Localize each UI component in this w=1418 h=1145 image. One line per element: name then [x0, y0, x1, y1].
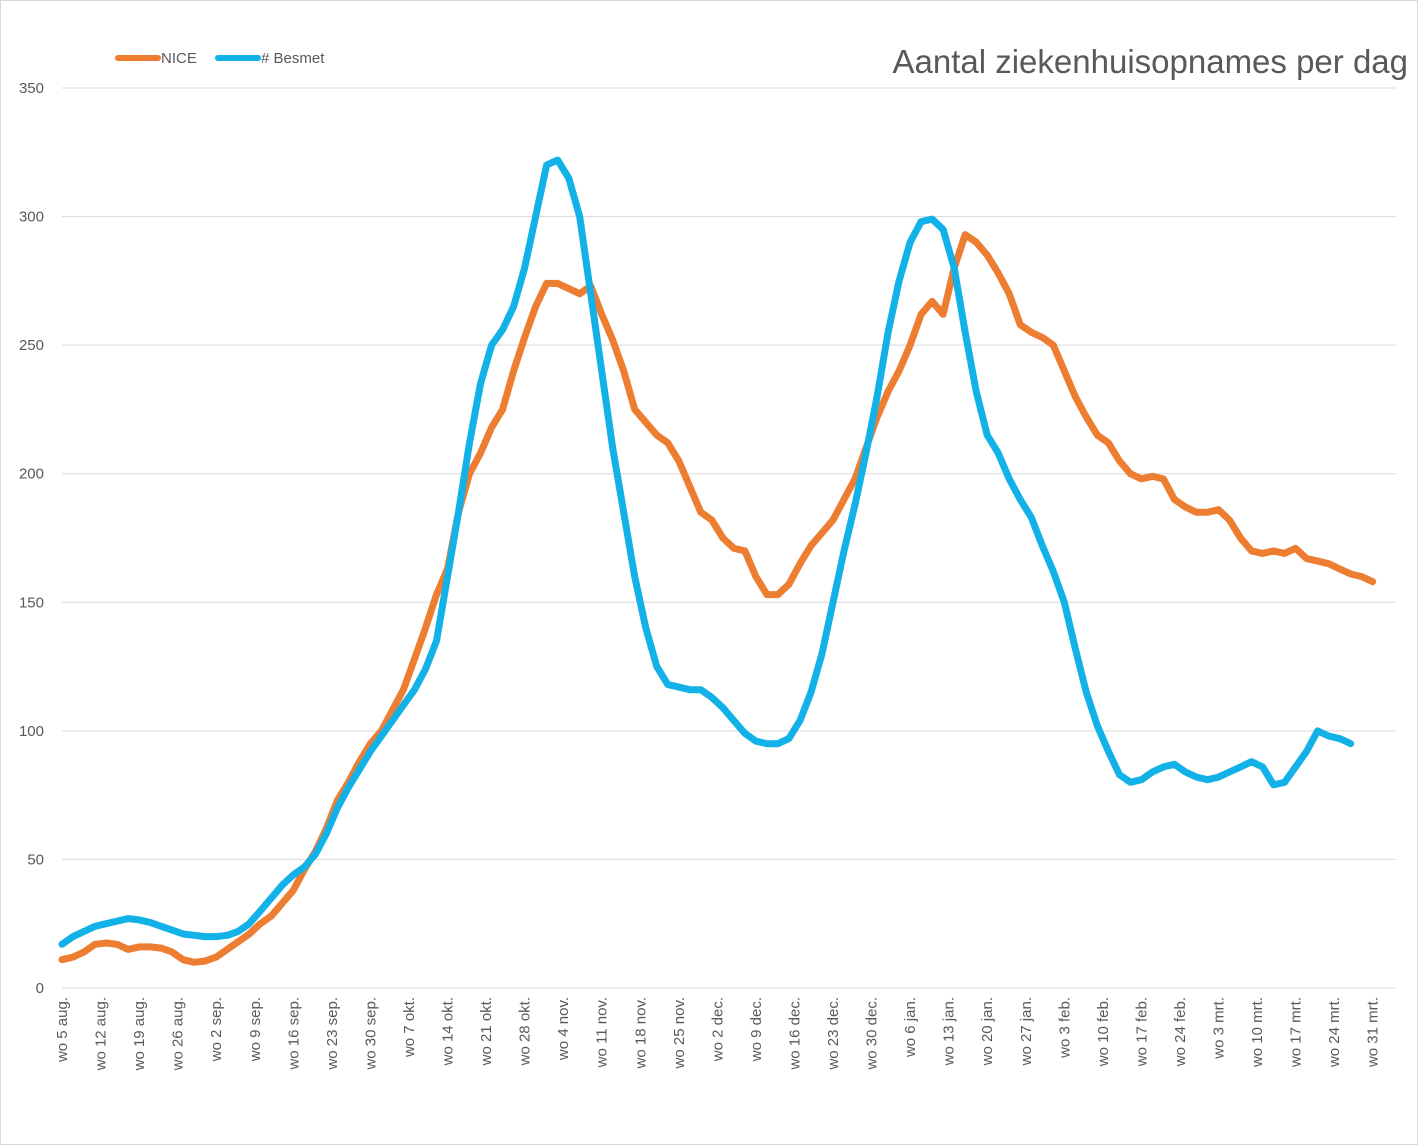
series-line-nice — [58, 231, 1377, 966]
y-tick-label: 350 — [19, 80, 44, 97]
gridlines — [62, 87, 1396, 989]
x-tick-label: wo 30 dec. — [864, 997, 881, 1071]
x-tick-label: wo 23 sep. — [324, 997, 341, 1071]
x-tick-label: wo 24 feb. — [1172, 997, 1189, 1067]
x-tick-label: wo 19 aug. — [131, 997, 148, 1071]
y-axis-ticks: 0 50 100 150 200 250 300 350 — [19, 80, 44, 997]
x-tick-label: wo 3 mrt. — [1211, 997, 1228, 1060]
y-tick-label: 250 — [19, 337, 44, 354]
series-line-besmet — [58, 156, 1355, 948]
x-tick-label: wo 24 mrt. — [1326, 997, 1343, 1068]
x-tick-label: wo 16 dec. — [786, 997, 803, 1071]
x-tick-label: wo 7 okt. — [401, 997, 418, 1058]
x-tick-label: wo 17 feb. — [1133, 997, 1150, 1067]
x-tick-label: wo 18 nov. — [632, 997, 649, 1069]
x-tick-label: wo 17 mrt. — [1288, 997, 1305, 1068]
x-tick-label: wo 2 sep. — [208, 997, 225, 1062]
series-lines — [58, 156, 1377, 966]
x-tick-label: wo 27 jan. — [1018, 997, 1035, 1066]
x-tick-label: wo 5 aug. — [54, 997, 71, 1063]
x-tick-label: wo 26 aug. — [170, 997, 187, 1071]
chart-title: Aantal ziekenhuisopnames per dag — [892, 43, 1408, 80]
x-tick-label: wo 12 aug. — [93, 997, 110, 1071]
x-tick-label: wo 10 mrt. — [1249, 997, 1266, 1068]
x-tick-label: wo 2 dec. — [709, 997, 726, 1062]
y-tick-label: 50 — [27, 851, 44, 868]
x-tick-label: wo 3 feb. — [1056, 997, 1073, 1059]
x-tick-label: wo 4 nov. — [555, 997, 572, 1061]
y-tick-label: 300 — [19, 209, 44, 226]
x-tick-label: wo 28 okt. — [517, 997, 534, 1066]
y-tick-label: 100 — [19, 723, 44, 740]
x-tick-label: wo 30 sep. — [362, 997, 379, 1071]
x-tick-label: wo 11 nov. — [594, 997, 611, 1068]
x-tick-label: wo 13 jan. — [941, 997, 958, 1066]
x-tick-label: wo 10 feb. — [1095, 997, 1112, 1067]
x-tick-label: wo 31 mrt. — [1365, 997, 1382, 1068]
legend-label-besmet: # Besmet — [261, 50, 325, 67]
y-tick-label: 0 — [36, 980, 44, 997]
x-tick-label: wo 6 jan. — [902, 997, 919, 1058]
x-tick-label: wo 9 sep. — [247, 997, 264, 1062]
x-tick-label: wo 9 dec. — [748, 997, 765, 1062]
y-tick-label: 200 — [19, 466, 44, 483]
x-tick-label: wo 16 sep. — [285, 997, 302, 1071]
legend: NICE # Besmet — [115, 50, 325, 67]
x-axis-ticks: wo 5 aug. wo 12 aug. wo 19 aug. wo 26 aug. w… — [54, 997, 1382, 1071]
x-tick-label: wo 14 okt. — [440, 997, 457, 1066]
legend-label-nice: NICE — [161, 50, 197, 67]
x-tick-label: wo 20 jan. — [979, 997, 996, 1066]
y-tick-label: 150 — [19, 594, 44, 611]
x-tick-label: wo 21 okt. — [478, 997, 495, 1066]
x-tick-label: wo 25 nov. — [671, 997, 688, 1069]
x-tick-label: wo 23 dec. — [825, 997, 842, 1071]
